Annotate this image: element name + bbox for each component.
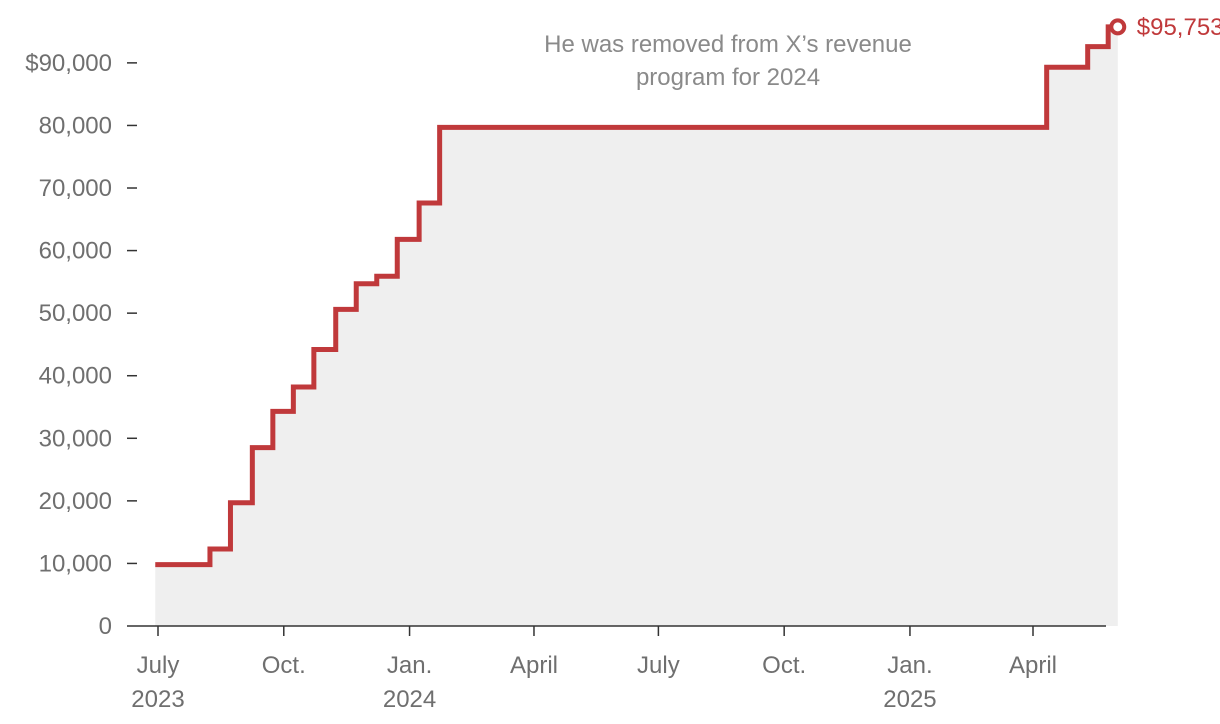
annotation-text-line: He was removed from X’s revenue xyxy=(544,31,912,58)
x-tick-label: July xyxy=(137,652,180,679)
end-marker-group: $95,753 xyxy=(1109,14,1220,41)
area-fill xyxy=(155,26,1118,627)
x-tick-label: April xyxy=(510,652,558,679)
y-axis: 0 10,000 20,000 30,000 40,000 50,000 60,000 70,… xyxy=(25,50,137,640)
annotation-text-line: program for 2024 xyxy=(636,64,820,91)
x-tick-label: April xyxy=(1009,652,1057,679)
x-tick-label: Jan. xyxy=(387,652,432,679)
y-tick-label: 20,000 xyxy=(39,488,112,515)
x-tick-label: Jan. xyxy=(887,652,932,679)
x-tick-label: Oct. xyxy=(262,652,306,679)
series-group xyxy=(155,24,1118,568)
x-tick-year-label: 2023 xyxy=(131,686,184,713)
end-value-label: $95,753 xyxy=(1137,14,1220,41)
y-tick-label: $90,000 xyxy=(25,50,112,77)
y-tick-label: 80,000 xyxy=(39,112,112,139)
y-tick-label: 0 xyxy=(99,613,112,640)
end-marker xyxy=(1109,18,1127,36)
y-tick-label: 60,000 xyxy=(39,238,112,265)
plot-area xyxy=(155,26,1118,627)
x-tick-year-label: 2024 xyxy=(383,686,436,713)
annotations: He was removed from X’s revenue program f… xyxy=(544,31,912,91)
y-tick-label: 40,000 xyxy=(39,363,112,390)
x-tick-label: Oct. xyxy=(762,652,806,679)
x-axis: July 2023 Oct. Jan. 2024 April July Oct. Jan. 202… xyxy=(127,625,1106,713)
y-tick-label: 50,000 xyxy=(39,300,112,327)
y-tick-label: 70,000 xyxy=(39,175,112,202)
x-tick-label: July xyxy=(637,652,680,679)
series-line xyxy=(155,24,1118,568)
y-tick-label: 30,000 xyxy=(39,425,112,452)
y-tick-label: 10,000 xyxy=(39,550,112,577)
x-tick-year-label: 2025 xyxy=(883,686,936,713)
